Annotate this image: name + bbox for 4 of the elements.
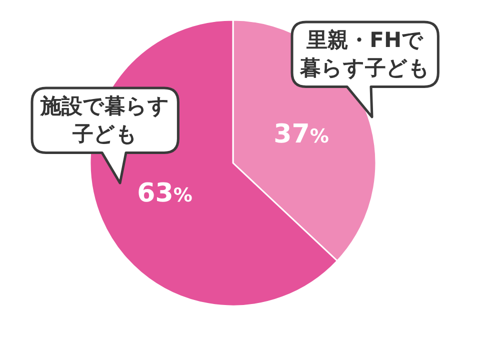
slice-label: 施設で暮らす子ども [39,93,171,148]
data-label: 63% [137,178,192,209]
slice-label: 里親・FHで暮らす子ども [299,27,432,82]
data-label: 37% [274,119,329,150]
